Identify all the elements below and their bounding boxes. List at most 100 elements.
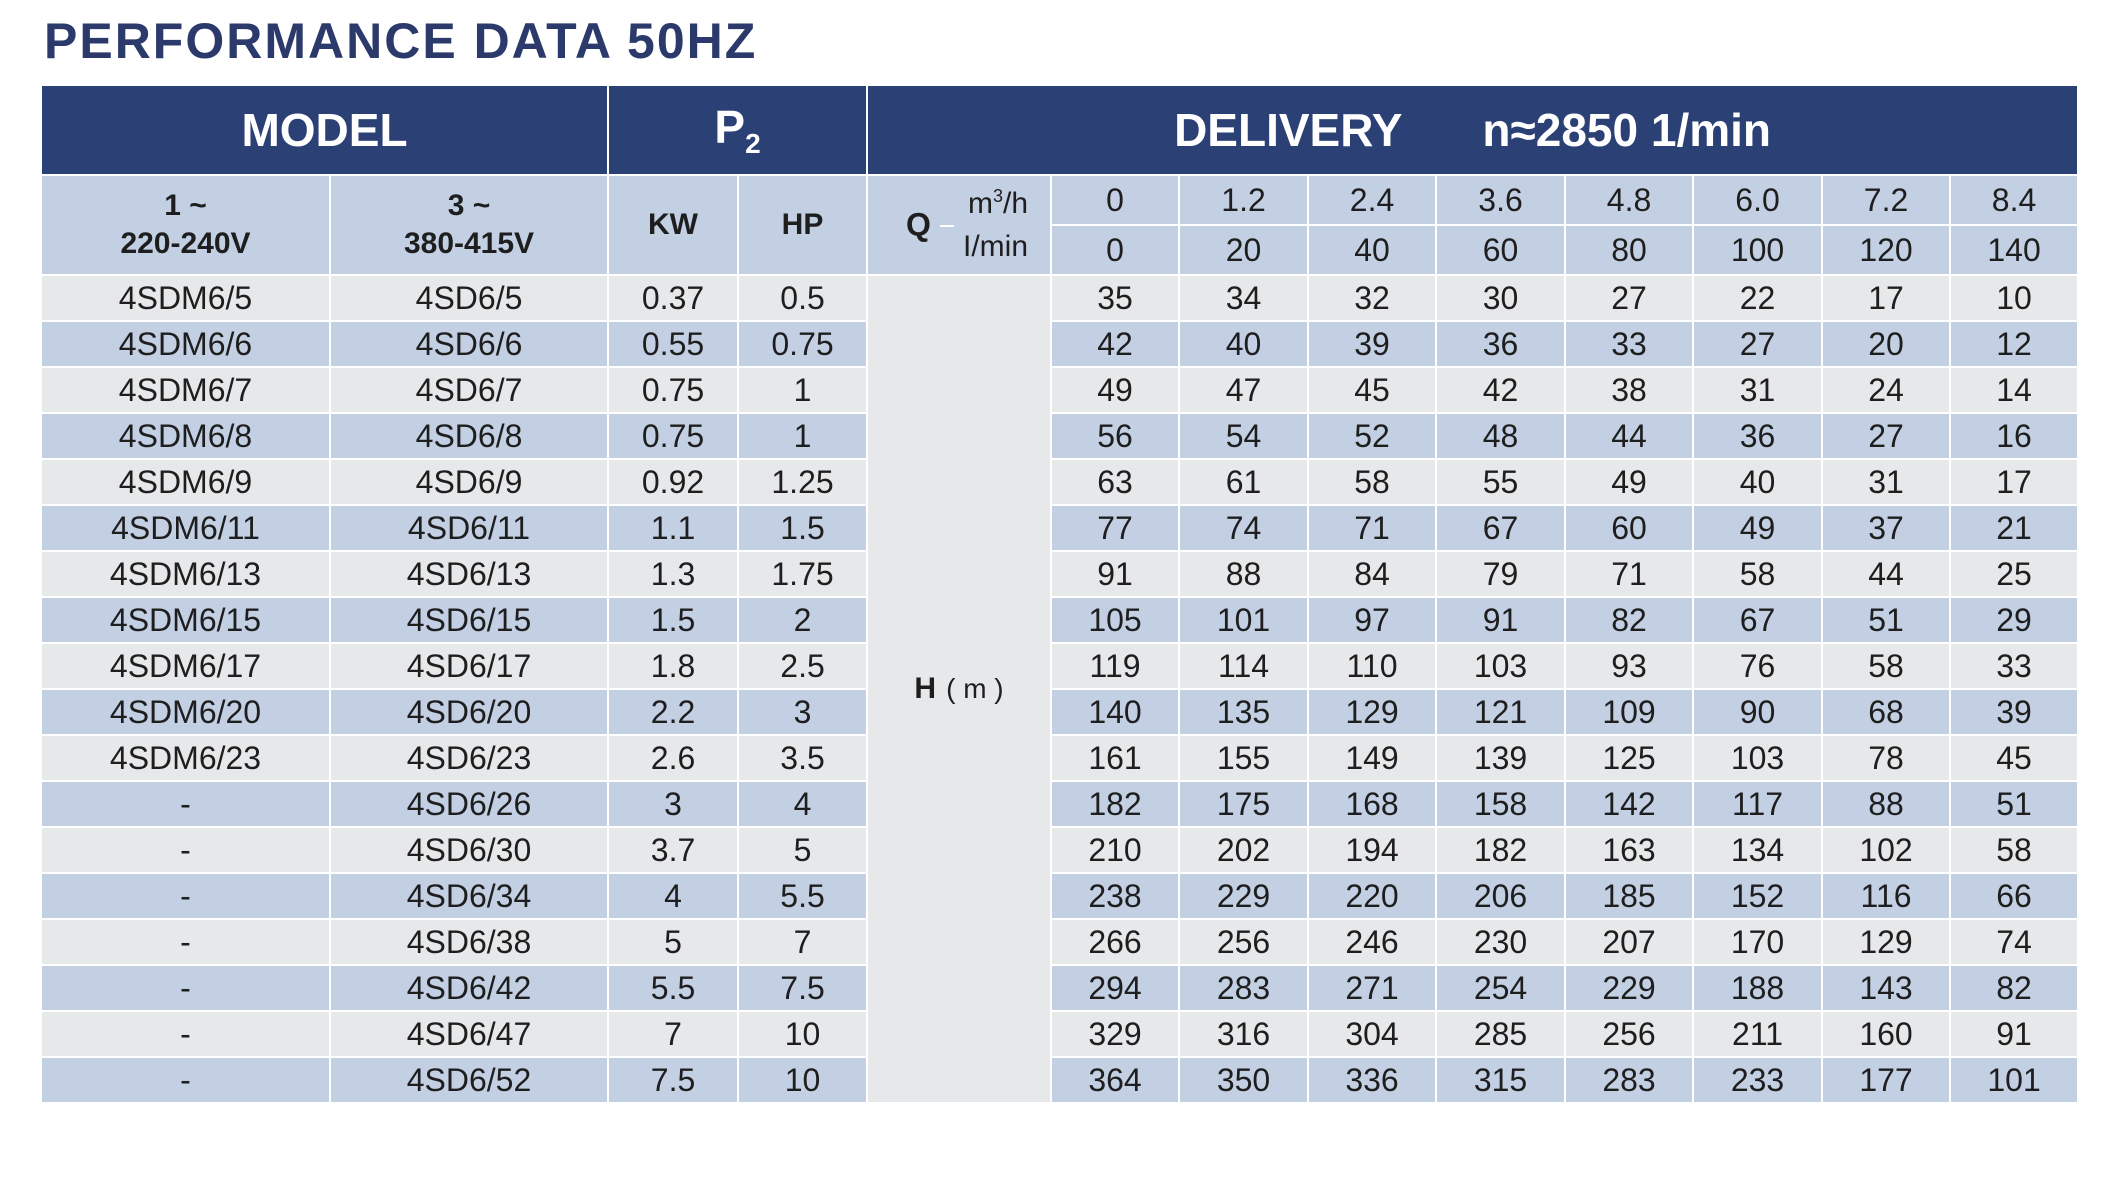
head-value-cell: 67	[1435, 504, 1567, 552]
head-value-cell: 17	[1949, 458, 2080, 506]
table-row: -4SD6/38 5 7 266 256 246 230 207 170 129 74	[40, 918, 2080, 966]
head-value-cell: 14	[1949, 366, 2080, 414]
head-value-cell: 91	[1435, 596, 1567, 644]
head-value-cell: 17	[1821, 274, 1952, 322]
kw-cell: 7	[607, 1010, 740, 1058]
delivery-header: DELIVERY n≈2850 1/min	[866, 84, 2080, 176]
head-value-cell: 36	[1435, 320, 1567, 368]
head-value-cell: 139	[1435, 734, 1567, 782]
q-m3h-value: 2.4	[1307, 174, 1438, 226]
head-value-cell: 304	[1307, 1010, 1438, 1058]
head-value-cell: 21	[1949, 504, 2080, 552]
kw-cell: 1.3	[607, 550, 740, 598]
head-value-cell: 34	[1178, 274, 1310, 322]
hp-cell: 4	[737, 780, 869, 828]
head-value-cell: 336	[1307, 1056, 1438, 1104]
head-value-cell: 49	[1692, 504, 1824, 552]
head-value-cell: 79	[1435, 550, 1567, 598]
q-lmin-value: 0	[1050, 224, 1181, 276]
head-value-cell: 49	[1050, 366, 1181, 414]
model-three-phase-cell: 4SD6/13	[328, 550, 610, 598]
head-value-cell: 254	[1435, 964, 1567, 1012]
hp-cell: 0.5	[737, 274, 869, 322]
head-value-cell: 160	[1821, 1010, 1952, 1058]
kw-cell: 1.1	[607, 504, 740, 552]
head-value-cell: 91	[1050, 550, 1181, 598]
head-value-cell: 74	[1178, 504, 1310, 552]
kw-cell: 0.55	[607, 320, 740, 368]
kw-cell: 1.5	[607, 596, 740, 644]
head-value-cell: 90	[1692, 688, 1824, 736]
head-value-cell: 142	[1564, 780, 1695, 828]
head-value-cell: 238	[1050, 872, 1181, 920]
kw-cell: 7.5	[607, 1056, 740, 1104]
q-lmin-value: 100	[1692, 224, 1824, 276]
head-value-cell: 33	[1564, 320, 1695, 368]
model-three-phase-cell: 4SD6/15	[328, 596, 610, 644]
head-value-cell: 233	[1692, 1056, 1824, 1104]
head-value-cell: 52	[1307, 412, 1438, 460]
kw-cell: 5.5	[607, 964, 740, 1012]
head-value-cell: 29	[1949, 596, 2080, 644]
kw-cell: 4	[607, 872, 740, 920]
head-value-cell: 84	[1307, 550, 1438, 598]
head-value-cell: 117	[1692, 780, 1824, 828]
head-value-cell: 246	[1307, 918, 1438, 966]
q-lmin-value: 120	[1821, 224, 1952, 276]
hp-header: HP	[737, 174, 869, 276]
q-unit-lmin: I/min	[963, 230, 1029, 263]
head-value-cell: 71	[1307, 504, 1438, 552]
head-value-cell: 168	[1307, 780, 1438, 828]
model-three-phase-cell: 4SD6/5	[328, 274, 610, 322]
performance-table: MODEL P2 DELIVERY n≈2850 1/min 1 ~220-240…	[39, 84, 2080, 1104]
table-row: 4SDM6/20 4SD6/20 2.2 3 140 135 129 121 109 90 68 39	[40, 688, 2080, 736]
q-m3h-value: 8.4	[1949, 174, 2080, 226]
head-value-cell: 256	[1564, 1010, 1695, 1058]
hp-cell: 3	[737, 688, 869, 736]
head-value-cell: 60	[1564, 504, 1695, 552]
head-value-cell: 316	[1178, 1010, 1310, 1058]
kw-cell: 3	[607, 780, 740, 828]
q-label: Q	[906, 206, 931, 243]
head-value-cell: 182	[1435, 826, 1567, 874]
table-row: 4SDM6/6 4SD6/6 0.55 0.75 42 40 39 36 33 27 20 12	[40, 320, 2080, 368]
head-value-cell: 39	[1949, 688, 2080, 736]
head-value-cell: 283	[1178, 964, 1310, 1012]
model-single-phase-cell: 4SDM6/7	[40, 366, 331, 414]
table-row: -4SD6/42 5.5 7.5 294 283 271 254 229 188 143 82	[40, 964, 2080, 1012]
kw-cell: 0.92	[607, 458, 740, 506]
head-value-cell: 185	[1564, 872, 1695, 920]
head-label-cell: H ( m )	[866, 274, 1053, 1104]
q-lmin-value: 140	[1949, 224, 2080, 276]
head-value-cell: 71	[1564, 550, 1695, 598]
head-value-cell: 27	[1564, 274, 1695, 322]
head-value-cell: 97	[1307, 596, 1438, 644]
three-phase-line2: 380-415V	[403, 227, 535, 260]
head-value-cell: 24	[1821, 366, 1952, 414]
hp-cell: 10	[737, 1056, 869, 1104]
head-value-cell: 229	[1564, 964, 1695, 1012]
head-value-cell: 31	[1692, 366, 1824, 414]
q-m3h-value: 4.8	[1564, 174, 1695, 226]
head-value-cell: 49	[1564, 458, 1695, 506]
three-phase-line1: 3 ~	[447, 189, 491, 222]
head-value-cell: 45	[1949, 734, 2080, 782]
model-three-phase-cell: 4SD6/20	[328, 688, 610, 736]
head-value-cell: 129	[1307, 688, 1438, 736]
q-divider	[940, 225, 955, 227]
model-single-phase-cell: -	[40, 918, 331, 966]
page-title: PERFORMANCE DATA 50HZ	[44, 13, 758, 69]
head-value-cell: 109	[1564, 688, 1695, 736]
model-three-phase-cell: 4SD6/17	[328, 642, 610, 690]
head-value-cell: 271	[1307, 964, 1438, 1012]
q-lmin-value: 60	[1435, 224, 1567, 276]
head-value-cell: 42	[1050, 320, 1181, 368]
table-row: 4SDM6/11 4SD6/11 1.1 1.5 77 74 71 67 60 49 37 21	[40, 504, 2080, 552]
table-row: 4SDM6/7 4SD6/7 0.75 1 49 47 45 42 38 31 24 14	[40, 366, 2080, 414]
model-three-phase-cell: 4SD6/34	[328, 872, 610, 920]
q-unit-m3h-rest: /h	[1003, 187, 1029, 220]
model-three-phase-cell: 4SD6/6	[328, 320, 610, 368]
head-value-cell: 211	[1692, 1010, 1824, 1058]
q-unit-m3h: m3/h	[968, 186, 1028, 221]
model-single-phase-cell: 4SDM6/23	[40, 734, 331, 782]
